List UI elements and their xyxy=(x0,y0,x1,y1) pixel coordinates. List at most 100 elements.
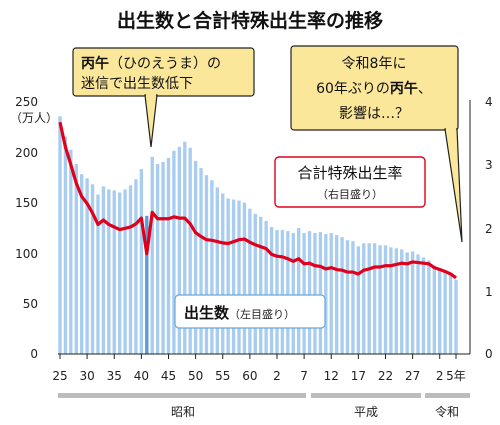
chart-title: 出生数と合計特殊出生率の推移 xyxy=(117,9,383,32)
callout-hinoeuma-line2: 迷信で出生数低下 xyxy=(81,76,193,92)
bar-2008 xyxy=(372,243,377,354)
x-tick-label: 40 xyxy=(134,369,149,383)
bar-1969 xyxy=(161,161,165,354)
legend-births-text: 出生数（左目盛り） xyxy=(184,304,295,322)
bar-2004 xyxy=(351,241,355,354)
bar-1951 xyxy=(63,136,68,354)
left-axis: （万人） 250 200 150 100 50 0 xyxy=(10,95,58,361)
left-tick: 0 xyxy=(30,347,38,361)
bar-1972 xyxy=(177,146,182,354)
left-tick: 250 xyxy=(15,95,38,109)
era-label-showa: 昭和 xyxy=(171,405,195,419)
bar-1953 xyxy=(74,164,78,354)
bar-1993 xyxy=(291,233,295,354)
bar-1991 xyxy=(280,230,285,354)
callout-reiwa-line3: 影響は…？ xyxy=(339,105,409,122)
bar-2000 xyxy=(329,233,333,354)
bar-1980 xyxy=(221,193,225,354)
x-tick-label: 12 xyxy=(324,369,339,383)
bar-1955 xyxy=(85,178,89,354)
x-tick-label: 17 xyxy=(351,369,366,383)
bar-1956 xyxy=(90,184,95,354)
bar-2005 xyxy=(356,246,361,354)
x-tick-label: 60 xyxy=(242,369,257,383)
bar-1997 xyxy=(313,233,317,354)
legend-births-box xyxy=(174,294,326,329)
bar-1963 xyxy=(128,185,133,354)
bar-2002 xyxy=(340,237,344,354)
right-tick: 2 xyxy=(485,222,493,236)
bar-1962 xyxy=(123,189,127,354)
x-axis-ticks: 25 30 35 40 45 50 55 60 2 7 12 17 22 27 2 5年 xyxy=(52,354,466,383)
right-tick: 0 xyxy=(485,347,493,361)
bar-1973 xyxy=(183,141,187,354)
left-tick: 200 xyxy=(15,146,38,160)
bar-1982 xyxy=(231,199,236,354)
bar-2003 xyxy=(345,240,350,354)
bar-1994 xyxy=(297,228,301,354)
birth-bars xyxy=(58,116,458,354)
x-tick-label: 45 xyxy=(161,369,176,383)
bar-1996 xyxy=(307,231,312,354)
callout-reiwa: 令和8年に 60年ぶりの丙午、 影響は…？ xyxy=(290,45,463,243)
bar-1989 xyxy=(269,227,274,354)
era-band-reiwa xyxy=(425,393,470,398)
bar-2013 xyxy=(400,249,404,354)
era-label-reiwa: 令和 xyxy=(435,404,459,419)
left-axis-unit: （万人） xyxy=(10,111,58,125)
bar-1988 xyxy=(264,220,268,354)
bar-1966 xyxy=(145,215,149,354)
x-tick-label: 7 xyxy=(300,369,308,383)
era-bands: 昭和 平成 令和 xyxy=(58,393,470,419)
x-tick-label: 50 xyxy=(188,369,203,383)
left-tick: 150 xyxy=(15,196,38,210)
bar-2017 xyxy=(421,257,426,354)
bar-1961 xyxy=(117,192,122,354)
bar-1984 xyxy=(242,202,247,354)
bar-2015 xyxy=(410,251,415,354)
left-tick: 100 xyxy=(15,247,38,261)
bar-2019 xyxy=(432,265,436,354)
callout-reiwa-pointer xyxy=(444,128,463,243)
callout-reiwa-pre: 60年ぶりの xyxy=(316,81,390,97)
callout-reiwa-box xyxy=(290,45,459,131)
bar-2010 xyxy=(383,245,388,354)
bar-1992 xyxy=(286,231,290,354)
x-tick-label: 25 xyxy=(52,369,67,383)
bar-1965 xyxy=(139,169,144,354)
bar-1960 xyxy=(112,190,116,354)
callout-hinoeuma-rest: （ひのえうま）の xyxy=(109,56,221,72)
bar-1971 xyxy=(172,150,176,354)
era-band-heisei xyxy=(311,393,421,398)
bar-2022 xyxy=(448,275,453,354)
bar-1964 xyxy=(134,179,138,354)
bar-1975 xyxy=(193,160,198,354)
right-tick: 3 xyxy=(485,158,493,172)
callout-reiwa-post: 、 xyxy=(418,81,432,97)
bar-1952 xyxy=(69,149,73,354)
bar-1983 xyxy=(237,200,241,354)
callout-hinoeuma-box xyxy=(72,47,255,97)
legend-births: 出生数（左目盛り） xyxy=(174,294,326,329)
bar-1985 xyxy=(248,208,252,354)
bar-2007 xyxy=(367,243,371,354)
bar-2021 xyxy=(443,271,447,354)
callout-reiwa-line1: 令和8年に xyxy=(342,56,407,72)
bar-1999 xyxy=(324,234,328,354)
bar-1959 xyxy=(107,189,111,354)
x-tick-label: 55 xyxy=(215,369,230,383)
fertility-rate-line xyxy=(58,121,457,280)
callout-hinoeuma-pointer xyxy=(144,94,158,148)
bar-1958 xyxy=(101,186,106,354)
legend-births-label: 出生数 xyxy=(184,304,230,322)
bar-1986 xyxy=(253,213,257,354)
bar-1968 xyxy=(155,164,160,354)
bar-2016 xyxy=(416,254,420,354)
bar-1976 xyxy=(199,168,203,354)
bar-2006 xyxy=(362,243,366,354)
callout-hinoeuma-line1: 丙午（ひのえうま）の xyxy=(81,55,221,72)
x-tick-label: 22 xyxy=(378,369,393,383)
x-tick-label: 2 xyxy=(273,369,281,383)
bar-1998 xyxy=(318,232,323,354)
x-tick-label: 30 xyxy=(79,369,94,383)
